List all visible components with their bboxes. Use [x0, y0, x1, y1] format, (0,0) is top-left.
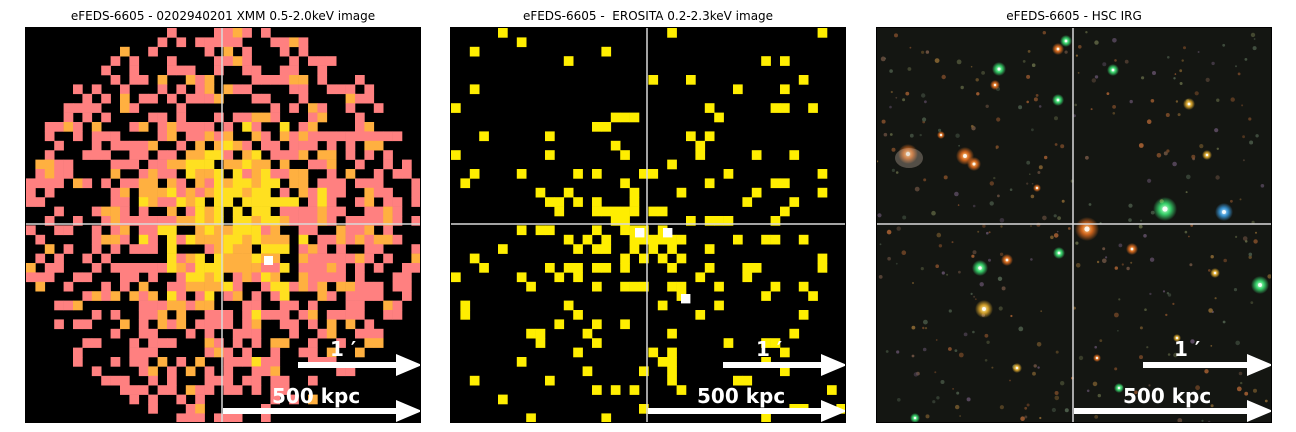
xmm-panel-title: eFEDS-6605 - 0202940201 XMM 0.5-2.0keV i…	[70, 9, 376, 23]
erosita-kpc-label: 500 kpc	[697, 384, 786, 408]
erosita-panel-title: eFEDS-6605 - EROSITA 0.2-2.3keV image	[522, 9, 774, 23]
xmm-kpc-scalebar	[223, 400, 420, 422]
erosita-count-pixels	[451, 28, 845, 422]
xmm-kpc-label: 500 kpc	[272, 384, 361, 408]
hsc-arcmin-label: 1 ′	[1174, 337, 1201, 361]
erosita-image	[450, 27, 846, 423]
erosita-arcmin-scalebar	[723, 354, 845, 376]
erosita-arcmin-label: 1 ′	[756, 337, 783, 361]
hsc-panel: eFEDS-6605 - HSC IRG 1 ′ 500 kpc	[876, 0, 1272, 432]
xmm-arcmin-scalebar	[298, 354, 420, 376]
xmm-count-pixels	[26, 28, 420, 422]
erosita-kpc-scalebar	[648, 400, 845, 422]
hsc-panel-title: eFEDS-6605 - HSC IRG	[1006, 9, 1142, 23]
xmm-panel: eFEDS-6605 - 0202940201 XMM 0.5-2.0keV i…	[25, 0, 421, 432]
hsc-image-canvas	[877, 28, 1271, 422]
xmm-image	[25, 27, 421, 423]
xmm-arcmin-label: 1 ′	[330, 337, 357, 361]
xmm-image-canvas	[26, 28, 420, 422]
hsc-arcmin-scalebar	[1143, 354, 1271, 376]
erosita-image-canvas	[451, 28, 845, 422]
hsc-background	[877, 28, 1271, 422]
erosita-panel: eFEDS-6605 - EROSITA 0.2-2.3keV image 1 …	[450, 0, 846, 432]
hsc-kpc-scalebar	[1074, 400, 1271, 422]
hsc-kpc-label: 500 kpc	[1123, 384, 1212, 408]
hsc-bright-sources	[895, 35, 1269, 422]
hsc-image	[876, 27, 1272, 423]
